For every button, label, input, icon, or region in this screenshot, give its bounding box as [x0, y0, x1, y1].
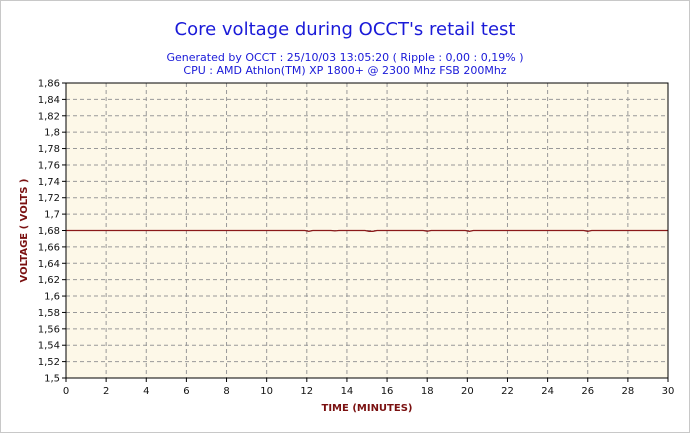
x-tick-label: 18	[421, 386, 434, 397]
y-tick-label: 1,76	[38, 160, 60, 171]
y-tick-label: 1,82	[38, 111, 60, 122]
y-tick-label: 1,86	[38, 79, 60, 90]
x-tick-label: 2	[103, 386, 109, 397]
y-axis-ticks: 1,5 1,52 1,54 1,56 1,58 1,6 1,62 1,64 1,66 1,68 1,…	[38, 79, 66, 385]
y-tick-label: 1,68	[38, 226, 60, 237]
x-tick-label: 0	[63, 386, 69, 397]
x-tick-label: 26	[581, 386, 594, 397]
x-axis-ticks: 0 2 4 6 8 10 12 14 16 18 20 22 24 26 28 30	[63, 378, 675, 397]
x-tick-label: 16	[381, 386, 394, 397]
x-tick-label: 28	[621, 386, 634, 397]
x-tick-label: 8	[223, 386, 229, 397]
x-axis-title: TIME (MINUTES)	[322, 403, 413, 414]
y-tick-label: 1,72	[38, 193, 60, 204]
y-tick-label: 1,56	[38, 324, 60, 335]
y-axis-title: VOLTAGE ( VOLTS )	[19, 179, 30, 283]
x-tick-label: 30	[662, 386, 675, 397]
y-tick-label: 1,64	[38, 259, 60, 270]
x-tick-label: 24	[541, 386, 554, 397]
chart-title: Core voltage during OCCT's retail test	[174, 19, 516, 40]
x-tick-label: 4	[143, 386, 149, 397]
y-tick-label: 1,7	[44, 210, 60, 221]
x-tick-label: 10	[260, 386, 273, 397]
x-tick-label: 6	[183, 386, 189, 397]
x-tick-label: 22	[501, 386, 514, 397]
grid-lines	[66, 83, 668, 378]
y-tick-label: 1,62	[38, 275, 60, 286]
plot-border	[65, 82, 669, 379]
chart-subtitle-cpu: CPU : AMD Athlon(TM) XP 1800+ @ 2300 Mhz…	[183, 64, 507, 77]
y-tick-label: 1,66	[38, 242, 60, 253]
y-tick-label: 1,84	[38, 95, 60, 106]
y-tick-label: 1,54	[38, 341, 60, 352]
y-tick-label: 1,74	[38, 177, 60, 188]
y-tick-label: 1,78	[38, 144, 60, 155]
x-tick-label: 20	[461, 386, 474, 397]
x-tick-label: 12	[300, 386, 313, 397]
y-tick-label: 1,6	[44, 292, 60, 303]
y-tick-label: 1,58	[38, 308, 60, 319]
voltage-series-line	[66, 229, 668, 232]
y-tick-label: 1,5	[44, 374, 60, 385]
y-tick-label: 1,52	[38, 357, 60, 368]
chart-subtitle-generated: Generated by OCCT : 25/10/03 13:05:20 ( …	[166, 51, 524, 64]
y-tick-label: 1,8	[44, 128, 60, 139]
x-tick-label: 14	[341, 386, 354, 397]
